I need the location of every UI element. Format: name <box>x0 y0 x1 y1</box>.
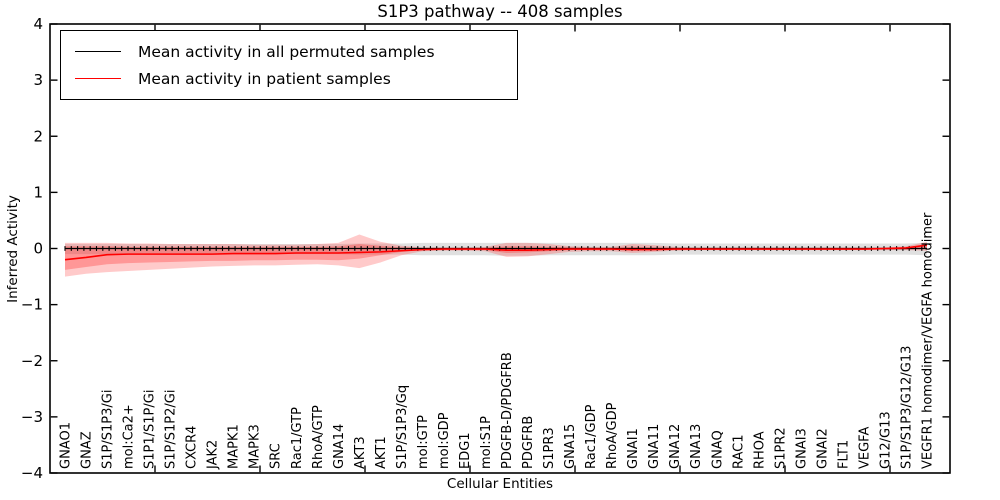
y-tick-label: 2 <box>33 127 43 145</box>
category-label: PDGFRB <box>521 416 536 469</box>
legend-entry-patient: Mean activity in patient samples <box>61 65 517 92</box>
category-label: S1P/S1P3/Gi <box>101 390 116 469</box>
category-label: GNA15 <box>563 424 578 469</box>
y-tick-label: 3 <box>33 71 43 89</box>
category-label: SRC <box>269 443 284 469</box>
category-label: GNA11 <box>647 424 662 469</box>
category-label: GNAQ <box>710 430 725 469</box>
y-tick-label: −3 <box>21 408 43 426</box>
permuted-line-swatch <box>75 51 121 52</box>
category-label: mol:S1P <box>479 416 494 469</box>
category-label: GNAI3 <box>794 428 809 469</box>
category-label: mol:Ca2+ <box>122 404 137 469</box>
category-label: GNA13 <box>689 424 704 469</box>
plot-frame <box>49 23 951 474</box>
y-tick-label: −1 <box>21 296 43 314</box>
category-label: GNAI1 <box>626 428 641 469</box>
category-label: VEGFA <box>857 427 872 469</box>
category-label: EDG1 <box>458 432 473 469</box>
category-label: JAK2 <box>206 440 221 470</box>
legend-label-patient: Mean activity in patient samples <box>138 69 391 88</box>
patient-samples-outer-range-band <box>65 234 927 277</box>
category-label: GNAI2 <box>815 428 830 469</box>
category-label: AKT1 <box>374 436 389 469</box>
category-label: GNA12 <box>668 424 683 469</box>
chart-title: S1P3 pathway -- 408 samples <box>377 2 623 21</box>
category-label: FLT1 <box>836 440 851 469</box>
category-label: RHOA <box>752 431 767 469</box>
category-label: S1P1/S1P/Gi <box>143 390 158 469</box>
y-tick-label: 1 <box>33 183 43 201</box>
category-label: G12/G13 <box>878 411 893 469</box>
y-tick-label: −4 <box>21 464 43 482</box>
category-label: S1P/S1P3/Gq <box>395 385 410 469</box>
patient-mean-line <box>64 244 928 261</box>
category-label: MAPK1 <box>227 424 242 469</box>
legend-label-permuted: Mean activity in all permuted samples <box>138 42 435 61</box>
y-tick-label: 0 <box>33 240 43 258</box>
category-label: mol:GTP <box>416 415 431 469</box>
category-label: GNA14 <box>332 424 347 469</box>
category-label: S1P/S1P2/Gi <box>164 390 179 469</box>
category-label: VEGFR1 homodimer/VEGFA homodimer <box>921 212 936 469</box>
category-label: Rac1/GTP <box>290 407 305 469</box>
category-label: AKT3 <box>353 436 368 469</box>
category-label: PDGFB-D/PDGFRB <box>500 352 515 469</box>
legend-entry-permuted: Mean activity in all permuted samples <box>61 38 517 65</box>
patient-samples-inner-range-band <box>65 244 927 270</box>
category-label: mol:GDP <box>437 412 452 469</box>
category-label: GNAO1 <box>59 422 74 469</box>
y-tick-label: −2 <box>21 352 43 370</box>
legend: Mean activity in all permuted samples Me… <box>60 30 518 100</box>
category-label: S1P/S1P3/G12/G13 <box>899 346 914 469</box>
category-label: S1PR3 <box>542 427 557 469</box>
category-label: RAC1 <box>731 434 746 469</box>
category-label: RhoA/GTP <box>311 405 326 469</box>
patient-line-swatch <box>75 78 121 79</box>
category-label: S1PR2 <box>773 427 788 469</box>
category-label: Rac1/GDP <box>584 404 599 469</box>
category-label: RhoA/GDP <box>605 402 620 469</box>
y-axis-label: Inferred Activity <box>5 195 21 303</box>
x-axis-label: Cellular Entities <box>446 476 554 492</box>
category-label: CXCR4 <box>185 426 200 469</box>
category-label: MAPK3 <box>248 424 263 469</box>
y-tick-label: 4 <box>33 15 43 33</box>
category-label: GNAZ <box>80 431 95 469</box>
